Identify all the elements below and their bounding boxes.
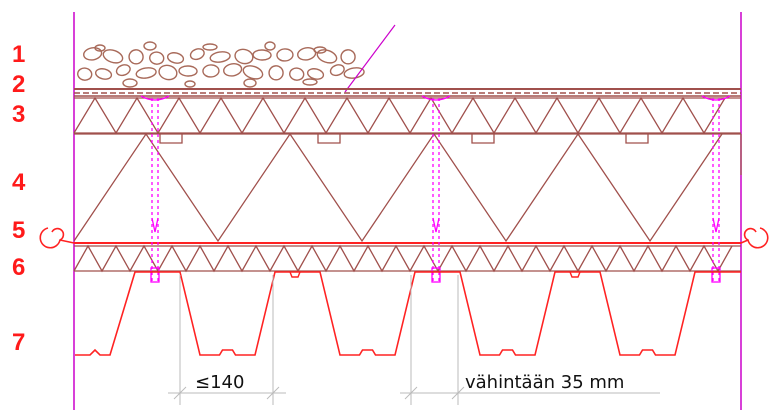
layer-number-5: 5 xyxy=(12,217,25,244)
layer-number-6: 6 xyxy=(12,254,25,281)
layer-number-3: 3 xyxy=(12,101,25,128)
rib-spacing-label: ≤140 xyxy=(195,372,244,393)
layer-number-4: 4 xyxy=(12,169,26,196)
steel-deck-layer xyxy=(75,271,741,356)
layer-number-1: 1 xyxy=(12,41,25,68)
dimension-lines xyxy=(168,275,660,405)
fasteners xyxy=(140,95,731,283)
vapour-barrier-layer xyxy=(39,227,769,249)
insulation-layer-4 xyxy=(73,132,742,243)
deck-rib-notch xyxy=(569,271,581,278)
deck-rib-notch xyxy=(289,271,301,278)
gravel-layer xyxy=(77,41,365,88)
layer-number-7: 7 xyxy=(12,329,25,356)
insulation-layer-3 xyxy=(73,96,741,144)
layer-number-2: 2 xyxy=(12,71,25,98)
min-distance-label: vähintään 35 mm xyxy=(465,372,624,393)
membrane-roll-left-icon xyxy=(39,227,65,249)
membrane-roll-right-icon xyxy=(743,227,769,249)
membrane-layer xyxy=(74,88,741,97)
insulation-layer-6 xyxy=(73,244,741,273)
gravel-edge-line xyxy=(344,24,396,93)
